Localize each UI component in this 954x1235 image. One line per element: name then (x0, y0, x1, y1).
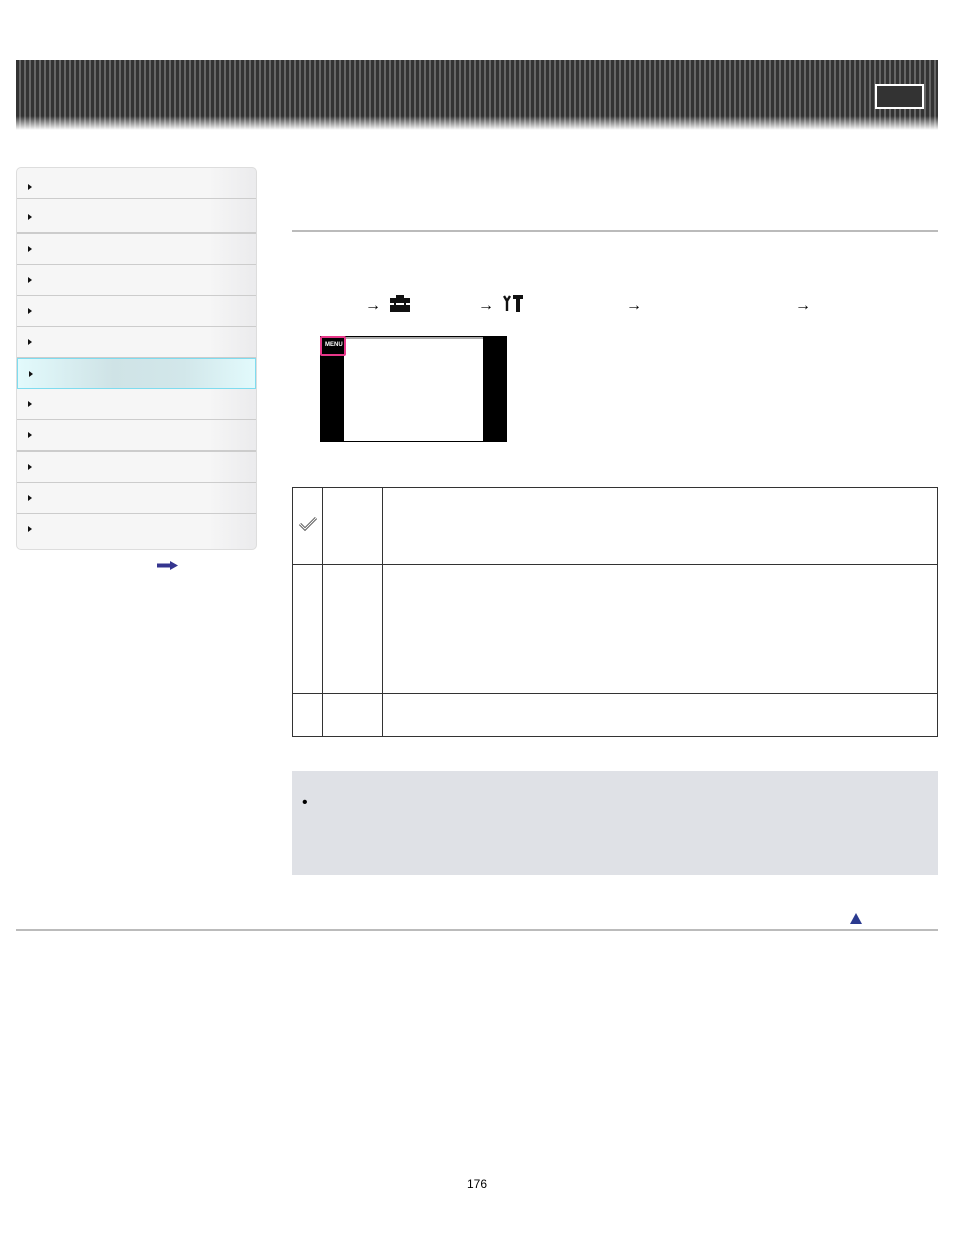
step-arrow: → (365, 297, 381, 314)
note-box: • (292, 771, 938, 875)
triangle-icon (28, 277, 32, 283)
triangle-icon (28, 495, 32, 501)
triangle-icon (28, 401, 32, 407)
sidebar-item[interactable] (17, 265, 256, 296)
settings-tools-icon (503, 295, 523, 312)
table-cell (382, 693, 938, 737)
table-cell (322, 693, 383, 737)
sidebar-item[interactable] (17, 420, 256, 452)
step-arrow: → (478, 297, 494, 314)
table-cell (292, 693, 323, 737)
title-divider (292, 230, 938, 232)
sidebar-item[interactable] (17, 452, 256, 483)
toolbox-icon (390, 295, 410, 312)
options-table (292, 487, 938, 737)
table-row (292, 487, 938, 565)
step-arrow: → (795, 297, 811, 314)
sidebar-item-active[interactable] (17, 358, 256, 389)
triangle-icon (29, 371, 33, 377)
sidebar-item[interactable] (17, 296, 256, 327)
triangle-icon (28, 432, 32, 438)
triangle-icon (28, 214, 32, 220)
header-button[interactable] (875, 84, 924, 109)
up-triangle-icon[interactable] (850, 913, 862, 924)
arrow-right-icon[interactable] (157, 561, 179, 570)
sidebar-item[interactable] (17, 327, 256, 358)
sidebar-item[interactable] (17, 202, 256, 234)
triangle-icon (28, 339, 32, 345)
sidebar-item[interactable] (17, 234, 256, 265)
sidebar-item[interactable] (17, 389, 256, 420)
table-cell (292, 564, 323, 694)
table-cell (382, 487, 938, 565)
table-row (292, 693, 938, 737)
step-arrow: → (626, 297, 642, 314)
table-cell (382, 564, 938, 694)
triangle-icon (28, 246, 32, 252)
table-cell (292, 487, 323, 565)
triangle-icon (28, 526, 32, 532)
header-banner (16, 60, 938, 130)
camera-screen: MENU (320, 336, 507, 442)
sidebar-item[interactable] (17, 168, 256, 199)
triangle-icon (28, 308, 32, 314)
triangle-icon (28, 184, 32, 190)
menu-button[interactable]: MENU (320, 336, 346, 356)
sidebar-item[interactable] (17, 514, 256, 545)
page-number: 176 (466, 1177, 488, 1191)
table-cell (322, 487, 383, 565)
sidebar-nav (16, 167, 257, 550)
triangle-icon (28, 464, 32, 470)
sidebar-item[interactable] (17, 483, 256, 514)
table-cell (322, 564, 383, 694)
checkmark-icon (298, 516, 317, 531)
note-bullet: • (302, 794, 308, 811)
table-row (292, 564, 938, 694)
footer-divider (16, 929, 938, 931)
